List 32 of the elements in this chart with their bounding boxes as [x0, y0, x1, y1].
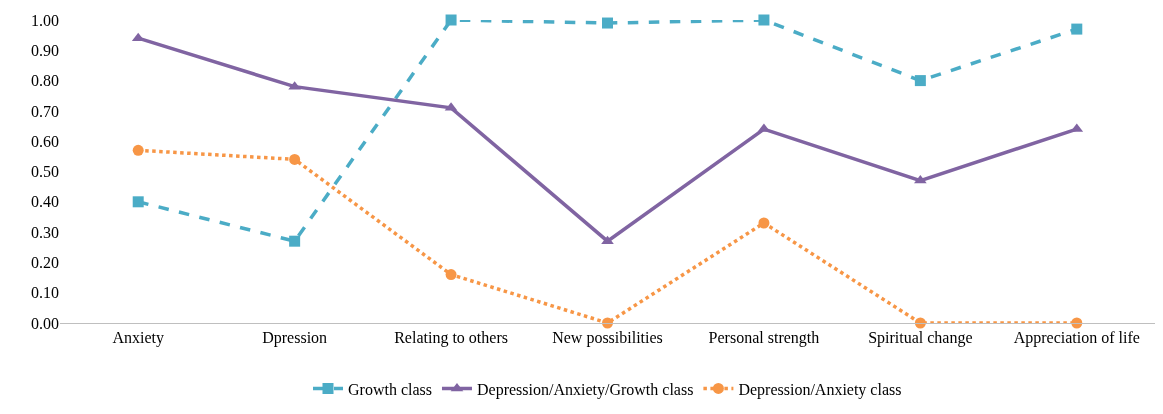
- y-tick-label: 0.20: [31, 254, 59, 271]
- point: [445, 269, 457, 281]
- point: [602, 17, 613, 29]
- point: [289, 235, 301, 247]
- x-tick-label: Relating to others: [394, 329, 508, 348]
- x-tick-label: Spiritual change: [868, 329, 973, 348]
- x-tick-label: Appreciation of life: [1013, 329, 1140, 348]
- y-tick-label: 1.00: [31, 11, 59, 29]
- x-tick-label: New possibilities: [552, 329, 663, 348]
- point: [758, 14, 770, 26]
- point: [914, 75, 926, 87]
- y-tick-label: 0.30: [31, 223, 59, 241]
- x-tick-label: Dpression: [262, 329, 328, 348]
- y-tick-label: 0.50: [31, 163, 59, 181]
- x-tick-label: Personal strength: [708, 329, 820, 348]
- y-tick-label: 0.40: [31, 193, 59, 211]
- y-tick-label: 0.10: [31, 284, 59, 302]
- y-tick-label: 0.00: [31, 314, 59, 332]
- y-tick-label: 0.70: [31, 102, 59, 120]
- point: [445, 14, 457, 26]
- x-tick-label: Anxiety: [112, 329, 164, 348]
- y-tick-label: 0.80: [31, 72, 59, 90]
- point: [289, 153, 301, 165]
- y-tick-label: 0.90: [31, 41, 59, 59]
- legend-label: Depression/Anxiety class: [738, 380, 902, 399]
- legend-label: Depression/Anxiety/Growth class: [476, 380, 694, 399]
- point: [758, 217, 770, 229]
- y-tick-label: 0.60: [31, 132, 59, 150]
- point: [1071, 23, 1083, 35]
- point: [132, 144, 144, 156]
- point: [132, 196, 144, 208]
- legend-label: Growth class: [348, 380, 432, 398]
